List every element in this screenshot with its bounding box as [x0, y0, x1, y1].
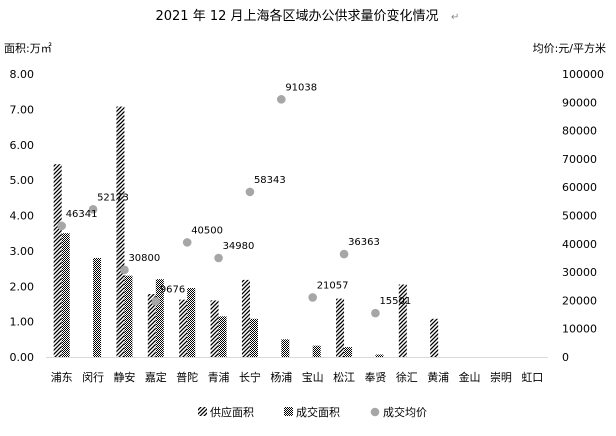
- y-tick-right: 70000: [562, 153, 597, 166]
- x-tick-label: 金山: [459, 370, 481, 384]
- y-tick-right: 0: [562, 351, 569, 364]
- avg-price-point: [339, 249, 349, 259]
- bars-layer: [53, 106, 439, 357]
- avg-price-point: [182, 238, 192, 247]
- y-tick-left: 4.00: [10, 210, 35, 223]
- supply-area-bar: [241, 279, 250, 357]
- y-tick-right: 10000: [562, 323, 597, 336]
- deal-area-bar: [93, 257, 102, 357]
- avg-price-label: 46341: [66, 209, 98, 220]
- y-tick-right: 80000: [562, 125, 597, 138]
- y-tick-left: 2.00: [10, 280, 35, 293]
- avg-price-label: 36363: [348, 237, 380, 248]
- y-axis-left-label: 面积:万㎡: [4, 42, 52, 55]
- avg-price-point: [57, 221, 66, 231]
- supply-area-bar: [336, 298, 345, 357]
- y-tick-right: 60000: [562, 181, 597, 194]
- x-tick-label: 松江: [333, 370, 355, 384]
- points-layer: [57, 95, 380, 318]
- deal-area-bar: [155, 279, 164, 357]
- legend-label: 供应面积: [210, 405, 254, 419]
- x-tick-label: 青浦: [208, 371, 230, 384]
- avg-price-point: [151, 297, 161, 306]
- avg-price-label: 52173: [97, 192, 129, 203]
- y-tick-right: 90000: [562, 96, 597, 109]
- deal-area-bar: [344, 347, 353, 357]
- y-tick-left: 0.00: [10, 351, 35, 364]
- supply-area-bar: [398, 284, 407, 357]
- avg-price-label: 91038: [285, 82, 317, 93]
- deal-area-bar: [312, 345, 321, 357]
- legend: 供应面积 成交面积 成交均价: [198, 405, 427, 419]
- deal-area-bar: [61, 233, 70, 357]
- avg-price-label: 34980: [223, 241, 255, 252]
- x-tick-label: 长宁: [239, 370, 261, 384]
- x-tick-label: 徐汇: [396, 370, 418, 384]
- supply-area-bar: [116, 106, 125, 357]
- avg-price-point: [120, 265, 129, 275]
- x-tick-label: 宝山: [302, 370, 324, 384]
- deal-area-bar: [218, 316, 227, 357]
- y-tick-left: 1.00: [10, 316, 35, 329]
- axes-layer: 0.00 1.00 2.00 3.00 4.00 5.00 6.00 7.00 8.00 0 100…: [10, 68, 605, 384]
- avg-price-point: [214, 253, 223, 263]
- legend-marker-avg-price: [370, 407, 380, 417]
- legend-label: 成交面积: [296, 405, 340, 419]
- supply-area-bar: [53, 164, 62, 357]
- legend-swatch-deal: [284, 407, 293, 416]
- y-tick-left: 8.00: [10, 68, 35, 81]
- legend-swatch-supply: [198, 407, 207, 416]
- avg-price-label: 21057: [317, 280, 349, 291]
- y-tick-right: 100000: [562, 68, 604, 81]
- avg-price-point: [277, 95, 286, 104]
- y-tick-right: 50000: [562, 210, 597, 223]
- avg-price-label: 30800: [128, 253, 160, 264]
- avg-price-label: 40500: [191, 225, 223, 236]
- y-tick-left: 7.00: [10, 103, 35, 116]
- deal-area-bar: [249, 318, 258, 357]
- y-axis-right-label: 均价:元/平方米: [533, 41, 606, 55]
- avg-price-label: 58343: [254, 175, 286, 186]
- x-tick-label: 静安: [113, 370, 135, 384]
- y-tick-left: 3.00: [10, 245, 35, 258]
- y-tick-right: 30000: [562, 266, 597, 279]
- avg-price-point: [88, 205, 98, 214]
- legend-label: 成交均价: [383, 405, 427, 419]
- x-tick-label: 嘉定: [145, 370, 167, 384]
- chart-title: 2021 年 12 月上海各区域办公供求量价变化情况: [155, 8, 438, 24]
- deal-area-bar: [124, 275, 133, 357]
- x-tick-label: 虹口: [521, 371, 543, 384]
- title-return-mark: ↵: [451, 12, 459, 23]
- x-tick-label: 浦东: [51, 371, 73, 384]
- avg-price-label: 15501: [379, 296, 411, 307]
- supply-area-bar: [147, 294, 156, 357]
- x-tick-label: 奉贤: [364, 370, 386, 384]
- supply-area-bar: [179, 299, 188, 357]
- y-tick-left: 6.00: [10, 139, 35, 152]
- x-tick-label: 闵行: [82, 370, 104, 384]
- avg-price-label: 9676: [160, 284, 185, 295]
- y-tick-right: 20000: [562, 294, 597, 307]
- avg-price-point: [245, 187, 255, 197]
- avg-price-point: [371, 308, 380, 318]
- x-tick-label: 普陀: [176, 370, 198, 384]
- x-tick-label: 黄浦: [427, 370, 449, 384]
- x-tick-label: 崇明: [490, 371, 512, 384]
- deal-area-bar: [281, 339, 290, 357]
- deal-area-bar: [375, 354, 384, 357]
- y-tick-right: 40000: [562, 238, 597, 251]
- deal-area-bar: [187, 288, 196, 357]
- x-tick-label: 杨浦: [270, 370, 292, 384]
- avg-price-point: [308, 293, 317, 302]
- supply-area-bar: [430, 318, 439, 357]
- y-tick-left: 5.00: [10, 174, 35, 187]
- supply-area-bar: [210, 300, 219, 357]
